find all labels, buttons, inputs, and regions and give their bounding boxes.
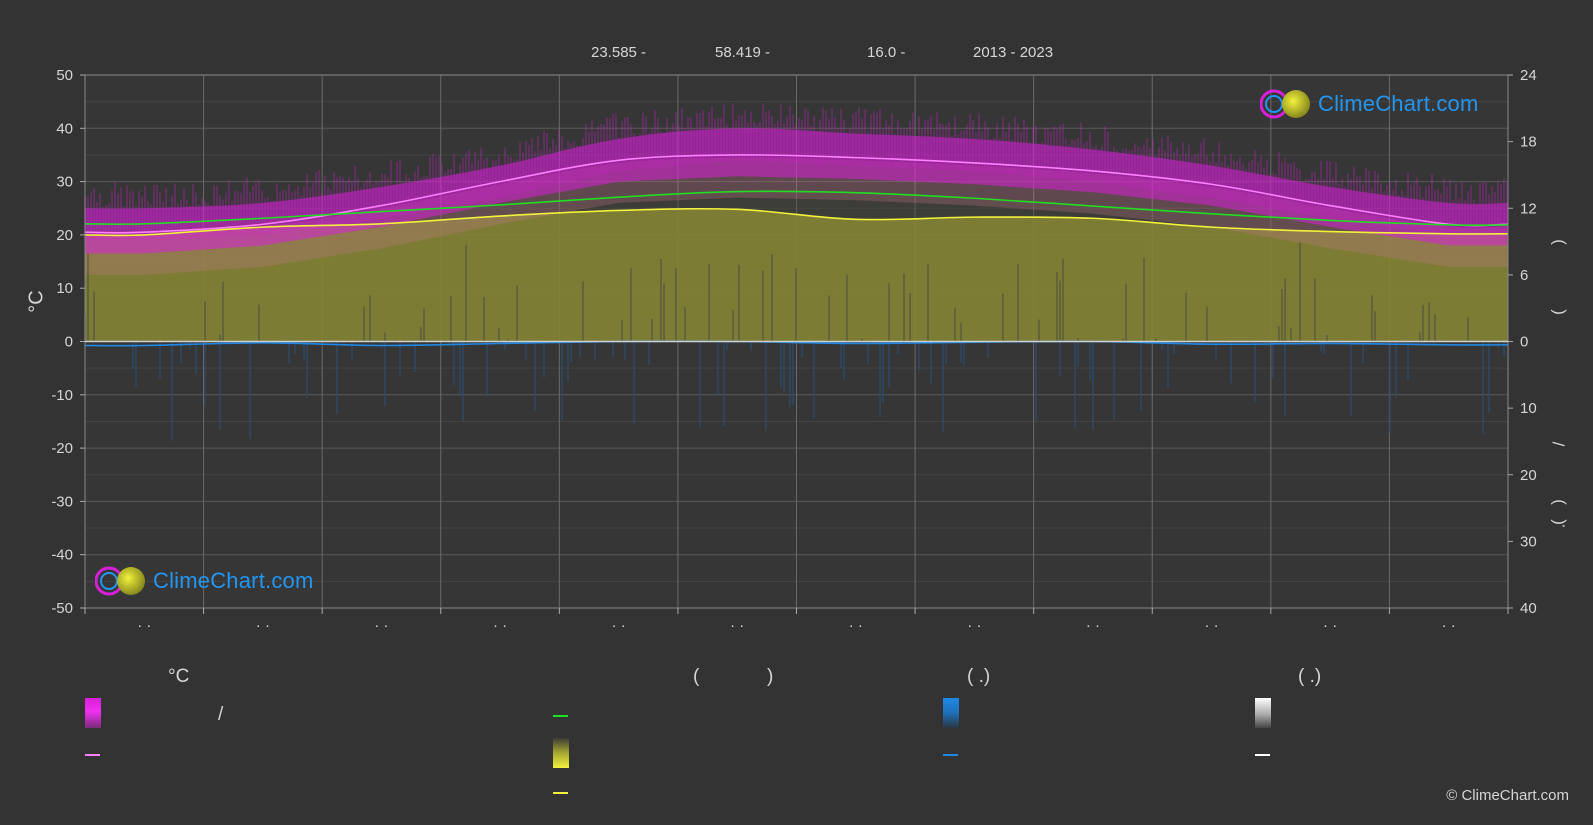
y-tick-right: 30 [1520,533,1537,550]
x-tick-label: · · [493,617,507,634]
y-tick-left: -40 [51,547,73,564]
climechart-logo-icon [1260,89,1310,119]
x-tick-label: · · [1204,617,1218,634]
legend-swatch-temp-range [85,698,101,728]
daylight-area [85,191,1508,342]
x-tick-label: · · [967,617,981,634]
logo-bottom-left[interactable]: ClimeChart.com [95,565,314,597]
y-tick-right: 18 [1520,134,1537,151]
precip-line [84,340,1509,347]
y-tick-left: 30 [56,174,73,191]
y-tick-right: 40 [1520,600,1537,617]
y-tick-left: -30 [51,493,73,510]
max-temp-band [85,128,1508,254]
legend-head-temperature: °C [168,666,190,687]
sunshine-line [84,207,1509,237]
y-tick-right: 20 [1520,467,1537,484]
legend-head-sun-close: ) [767,666,774,687]
y-tick-left: 0 [65,334,73,351]
header-latitude: 23.585 - [591,44,647,61]
y-tick-left: 10 [56,280,73,297]
x-tick-label: · · [1323,617,1337,634]
x-tick-label: · · [849,617,863,634]
series-lines [84,154,1509,347]
y-tick-right: 6 [1520,267,1528,284]
right-axis-glyph-4: ) [1547,499,1567,505]
legend-head-rain: ( .) [967,666,991,687]
y-tick-right: 24 [1520,67,1537,84]
header-period: 2013 - 2023 [973,44,1054,61]
x-tick-label: · · [730,617,744,634]
legend-head-sun-open: ( [693,666,700,687]
legend-swatch-rain-line [943,754,958,756]
right-axis-glyph-1: ) [1547,239,1567,245]
y-tick-right: 0 [1520,334,1528,351]
right-axis-glyph-2: ( [1547,309,1567,315]
header-elevation: 16.0 - [867,44,906,61]
y-tick-left: 20 [56,227,73,244]
x-tick-label: · · [612,617,626,634]
y-tick-right: 12 [1520,200,1537,217]
legend-swatch-daylight-line [553,715,568,717]
climechart-logo-icon [95,566,145,596]
header-longitude: 58.419 - [715,44,771,61]
right-axis-glyph-3: / [1549,441,1569,447]
copyright: © ClimeChart.com [1446,787,1569,804]
y-tick-left: -20 [51,440,73,457]
logo-text: ClimeChart.com [1318,91,1479,116]
x-tick-label: · · [137,617,151,634]
legend-swatch-sunshine [553,738,569,768]
legend-swatch-snow-line [1255,754,1270,756]
logo-text: ClimeChart.com [153,568,314,593]
y-tick-left: -10 [51,387,73,404]
legend-swatch-rain [943,698,959,728]
x-tick-label: · · [374,617,388,634]
y-tick-right: 10 [1520,400,1537,417]
legend-slash: / [218,704,224,725]
logo-top-right[interactable]: ClimeChart.com [1260,88,1479,120]
y-tick-left: 50 [56,67,73,84]
temperature-bands [84,103,1508,441]
y-tick-left: -50 [51,600,73,617]
axis-ticks: 50 40 30 20 10 0 -10 -20 -30 -40 -50 24 18 12 6 0 10 20 30… [51,67,1536,634]
x-tick-label: · · [1086,617,1100,634]
max-temp-line [84,154,1509,234]
x-tick-label: · · [256,617,270,634]
daylight-line [84,190,1509,227]
legend-head-snow: ( .) [1298,666,1322,687]
legend-swatch-max-line [85,754,100,756]
legend-swatch-snow [1255,698,1271,728]
left-axis-unit: °C [25,290,48,313]
y-tick-left: 40 [56,120,73,137]
x-tick-label: · · [1442,617,1456,634]
right-axis-glyph-6: . [1549,523,1569,529]
legend-swatch-sunshine-line [553,792,568,794]
